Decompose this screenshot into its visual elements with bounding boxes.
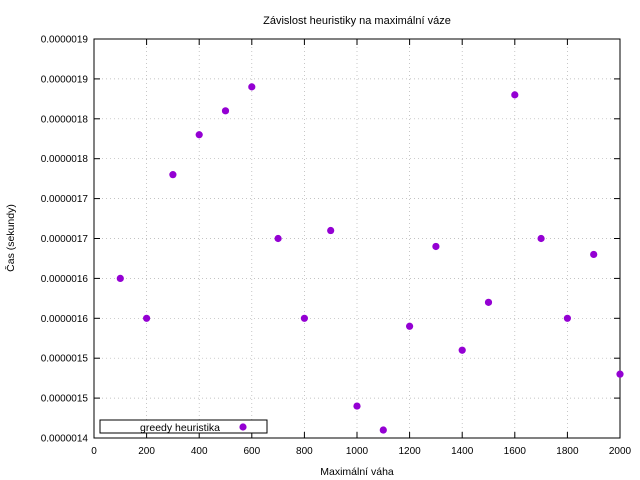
data-point: [537, 234, 545, 243]
y-tick-label: 0.0000018: [41, 114, 89, 125]
data-point: [300, 314, 308, 322]
x-tick-label: 400: [191, 446, 208, 457]
data-point: [221, 107, 230, 115]
data-point: [484, 298, 493, 306]
y-tick-label: 0.0000017: [41, 234, 89, 245]
y-tick-label: 0.0000019: [41, 74, 89, 85]
x-tick-label: 2000: [609, 446, 632, 457]
y-tick-labels: 0.0000014 0.0000015 0.0000015 0.0000016 0.00…: [41, 35, 89, 445]
chart-title: Závislost heuristiky na maximální váze: [263, 15, 451, 27]
y-tick-label: 0.0000016: [41, 314, 89, 325]
x-tick-label: 1800: [556, 446, 579, 457]
legend-box: [99, 419, 268, 434]
data-point: [327, 226, 335, 235]
data-point: [379, 426, 387, 434]
grid: [94, 39, 620, 438]
data-point: [143, 314, 151, 322]
x-tick-label: 1000: [346, 446, 369, 457]
data-point: [458, 346, 466, 354]
x-tick-label: 0: [91, 446, 97, 457]
x-tick-label: 1600: [504, 446, 527, 457]
legend-label: greedy heuristika: [140, 422, 220, 434]
data-point: [274, 234, 282, 243]
data-point: [195, 131, 203, 139]
x-tick-label: 1200: [398, 446, 421, 457]
y-tick-label: 0.0000019: [41, 35, 89, 46]
y-tick-label: 0.0000016: [41, 274, 89, 285]
y-axis-label: Čas (sekundy): [4, 204, 17, 272]
x-tick-labels: 0 200 400 600 800 1000 1200 1400 1600 1800 2000: [91, 446, 631, 457]
y-tick-label: 0.0000014: [41, 434, 89, 445]
legend: greedy heuristika: [99, 419, 268, 434]
y-tick-label: 0.0000018: [41, 154, 89, 165]
data-point: [432, 242, 440, 251]
y-tick-label: 0.0000017: [41, 194, 89, 205]
data-point: [616, 370, 624, 378]
data-point: [590, 250, 598, 259]
x-tick-label: 800: [296, 446, 313, 457]
data-point: [563, 314, 572, 322]
x-tick-label: 200: [138, 446, 155, 457]
data-point: [248, 83, 256, 91]
data-points: [116, 83, 624, 434]
y-tick-label: 0.0000015: [41, 394, 89, 405]
data-point: [353, 402, 361, 410]
data-point: [169, 171, 177, 179]
x-tick-label: 1400: [451, 446, 474, 457]
data-point: [406, 322, 414, 330]
x-tick-label: 600: [243, 446, 260, 457]
data-point: [116, 274, 124, 282]
x-axis-label: Maximální váha: [320, 466, 394, 478]
y-tick-label: 0.0000015: [41, 354, 89, 365]
data-point: [511, 91, 519, 99]
legend-marker: [239, 423, 247, 431]
